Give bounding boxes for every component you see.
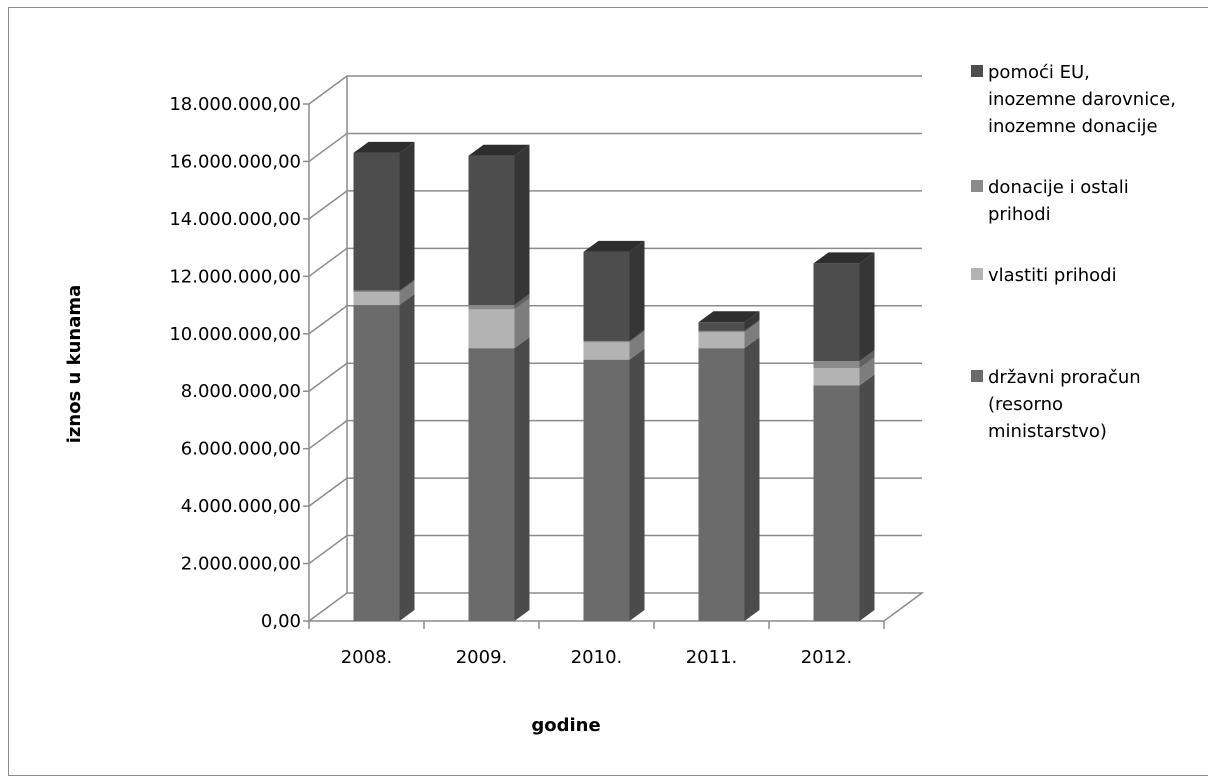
bar-top: [698, 311, 760, 323]
bar-segment: [813, 385, 860, 621]
y-tick-label: 2.000.000,00: [181, 554, 301, 575]
bar-segment: [698, 332, 745, 349]
bar-top: [813, 252, 875, 264]
legend-label: pomoći EU,: [988, 62, 1090, 83]
bar-top: [468, 144, 530, 156]
legend-swatch: [971, 268, 983, 280]
y-tick-label: 16.000.000,00: [169, 151, 301, 172]
bar-segment: [468, 305, 515, 310]
bars: [353, 141, 875, 621]
bar-segment: [698, 330, 745, 333]
gridline: [308, 190, 922, 220]
bar-segment-side: [859, 374, 875, 621]
bar-segment: [353, 305, 400, 621]
gridline: [308, 75, 922, 105]
bar-segment-side: [629, 331, 645, 360]
bar-top: [583, 240, 645, 252]
bar-segment-side: [629, 329, 645, 343]
bar-segment: [813, 368, 860, 386]
y-tick-label: 4.000.000,00: [181, 496, 301, 517]
bar-segment-side: [514, 337, 530, 621]
bar-segment-side: [744, 321, 760, 349]
legend-entry: pomoći EU, inozemne darovnice, inozemne do…: [971, 62, 1176, 137]
x-tick-label: 2010.: [571, 647, 623, 668]
bar-segment-side: [514, 144, 530, 306]
bar-segment-side: [744, 319, 760, 333]
y-tick-label: 6.000.000,00: [181, 439, 301, 460]
bar-segment-side: [399, 279, 415, 293]
bar-segment-side: [399, 294, 415, 621]
y-tick-label: 0,00: [261, 611, 301, 632]
bar-segment: [813, 263, 860, 362]
bar-segment-side: [859, 252, 875, 362]
bar-segment-side: [744, 337, 760, 621]
gridline: [308, 247, 922, 277]
y-tick-label: 18.000.000,00: [169, 94, 301, 115]
floor: [306, 592, 925, 622]
legend-label: državni proračun: [988, 367, 1141, 388]
chart-walls: [306, 76, 925, 622]
legend-label: vlastiti prihodi: [988, 265, 1117, 286]
bar-segment: [353, 290, 400, 293]
bar-segment-side: [399, 281, 415, 306]
bar-segment: [583, 342, 630, 360]
bar-segment-side: [744, 311, 760, 331]
bar-segment: [468, 155, 515, 306]
x-tick-label: 2012.: [801, 647, 853, 668]
bar-segment: [583, 340, 630, 343]
legend-label: (resorno: [988, 394, 1063, 415]
legend-entry: državni proračun (resorno ministarstvo): [971, 367, 1141, 442]
bar-segment: [468, 309, 515, 349]
bar-segment: [698, 348, 745, 621]
y-tick-label: 8.000.000,00: [181, 381, 301, 402]
bar-segment: [583, 251, 630, 341]
x-tick-label: 2011.: [686, 647, 738, 668]
legend: pomoći EU, inozemne darovnice, inozemne do…: [971, 62, 1176, 442]
x-tick-label: 2008.: [341, 647, 393, 668]
legend-swatch: [971, 65, 983, 77]
bar-segment: [353, 152, 400, 291]
x-axis-title: godine: [531, 715, 600, 736]
y-tick-label: 12.000.000,00: [169, 266, 301, 287]
legend-entry: donacije i ostali prihodi: [971, 177, 1129, 225]
legend-swatch: [971, 180, 983, 192]
x-tick-label: 2009.: [456, 647, 508, 668]
bar-segment-side: [629, 240, 645, 341]
gridline: [308, 305, 922, 335]
legend-label: donacije i ostali: [988, 177, 1129, 198]
bar-segment: [813, 361, 860, 369]
bar-segment-side: [514, 294, 530, 310]
bar-segment-side: [399, 141, 415, 291]
y-axis-ticks: 0,00 2.000.000,00 4.000.000,00 6.000.000,00…: [169, 94, 309, 632]
y-axis-title: iznos u kunama: [64, 285, 85, 444]
legend-label: prihodi: [988, 204, 1051, 225]
bar-segment: [468, 348, 515, 621]
legend-swatch: [971, 370, 983, 382]
y-tick-label: 10.000.000,00: [169, 324, 301, 345]
bar-segment: [353, 292, 400, 306]
legend-label: ministarstvo): [988, 421, 1107, 442]
bar-segment-side: [629, 348, 645, 621]
bar-segment-side: [859, 350, 875, 369]
legend-label: inozemne donacije: [988, 116, 1158, 137]
gridline: [308, 132, 922, 163]
bar-segment-side: [514, 298, 530, 349]
legend-entry: vlastiti prihodi: [971, 265, 1117, 286]
bar-segment-side: [859, 357, 875, 386]
bar-segment: [698, 322, 745, 331]
legend-label: inozemne darovnice,: [988, 89, 1176, 110]
bar-segment: [583, 359, 630, 621]
x-axis-ticks: 2008. 2009. 2010. 2011. 2012.: [308, 621, 885, 668]
y-tick-label: 14.000.000,00: [169, 209, 301, 230]
bar-top: [353, 141, 415, 153]
